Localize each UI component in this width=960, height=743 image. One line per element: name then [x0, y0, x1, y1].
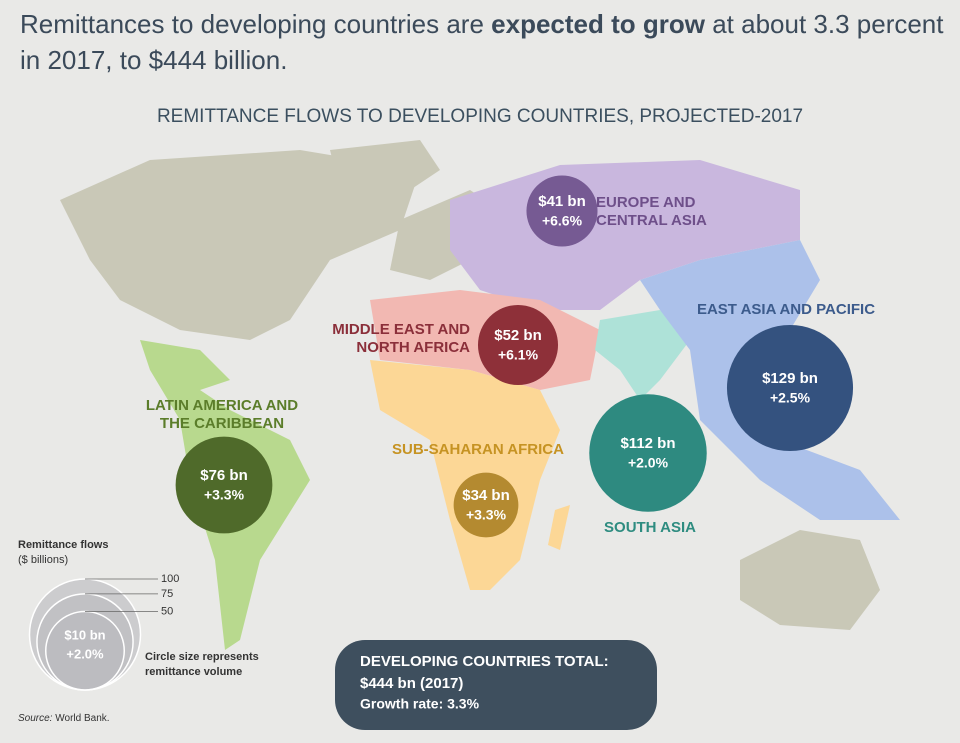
legend-sample-growth: +2.0% — [66, 646, 104, 661]
chart-title: REMITTANCE FLOWS TO DEVELOPING COUNTRIES… — [157, 106, 803, 127]
region-label: CENTRAL ASIA — [596, 212, 707, 229]
bubble-value: $34 bn — [462, 487, 510, 504]
legend-tick-label: 100 — [161, 573, 179, 585]
bubble — [453, 472, 519, 538]
region-label: EUROPE AND — [596, 194, 696, 211]
bubble-growth: +6.1% — [498, 347, 539, 363]
headline-part: Remittances to developing countries are — [20, 9, 491, 39]
legend-sample-value: $10 bn — [64, 627, 105, 642]
legend-tick-label: 50 — [161, 605, 173, 617]
bubble — [526, 175, 598, 247]
legend-note: remittance volume — [145, 666, 242, 678]
legend-unit: ($ billions) — [18, 554, 68, 566]
headline: Remittances to developing countries are … — [20, 9, 944, 39]
legend-tick-label: 75 — [161, 588, 173, 600]
legend-note: Circle size represents — [145, 651, 259, 663]
australia — [740, 530, 880, 630]
region-label: MIDDLE EAST AND — [332, 321, 470, 338]
source-text: World Bank. — [52, 713, 109, 724]
bubble — [477, 304, 559, 386]
total-title: DEVELOPING COUNTRIES TOTAL: — [360, 653, 609, 670]
region-label: SOUTH ASIA — [604, 519, 696, 536]
madagascar — [548, 505, 570, 550]
bubble-growth: +6.6% — [542, 213, 583, 229]
bubble-value: $41 bn — [538, 193, 586, 210]
total-value: $444 bn (2017) — [360, 675, 463, 692]
bubble — [726, 324, 854, 452]
bubble-value: $129 bn — [762, 370, 818, 387]
region-label: NORTH AFRICA — [356, 339, 470, 356]
headline-part: at about 3.3 percent — [705, 9, 944, 39]
sub-saharan-africa — [370, 360, 560, 590]
south-asia — [595, 310, 690, 400]
bubble-value: $52 bn — [494, 327, 542, 344]
bubble-growth: +3.3% — [204, 487, 245, 503]
region-label: EAST ASIA AND PACIFIC — [697, 301, 875, 318]
source: Source: World Bank. — [18, 713, 110, 724]
total-growth: Growth rate: 3.3% — [360, 696, 480, 712]
headline: in 2017, to $444 billion. — [20, 45, 287, 75]
legend-title: Remittance flows — [18, 539, 108, 551]
region-label: LATIN AMERICA AND — [146, 397, 298, 414]
region-label: THE CARIBBEAN — [160, 415, 284, 432]
north-america — [60, 150, 420, 340]
region-label: SUB-SAHARAN AFRICA — [392, 441, 564, 458]
bubble-growth: +3.3% — [466, 507, 507, 523]
bubble — [175, 436, 273, 534]
total-box — [335, 640, 657, 730]
bubble-value: $76 bn — [200, 467, 248, 484]
bubble-growth: +2.5% — [770, 390, 811, 406]
east-asia-pacific — [640, 240, 900, 520]
headline-bold: expected to grow — [491, 9, 706, 39]
source-label: Source: — [18, 713, 53, 724]
bubble — [589, 394, 707, 512]
bubble-growth: +2.0% — [628, 455, 669, 471]
greenland — [330, 140, 440, 210]
bubble-value: $112 bn — [620, 435, 675, 452]
